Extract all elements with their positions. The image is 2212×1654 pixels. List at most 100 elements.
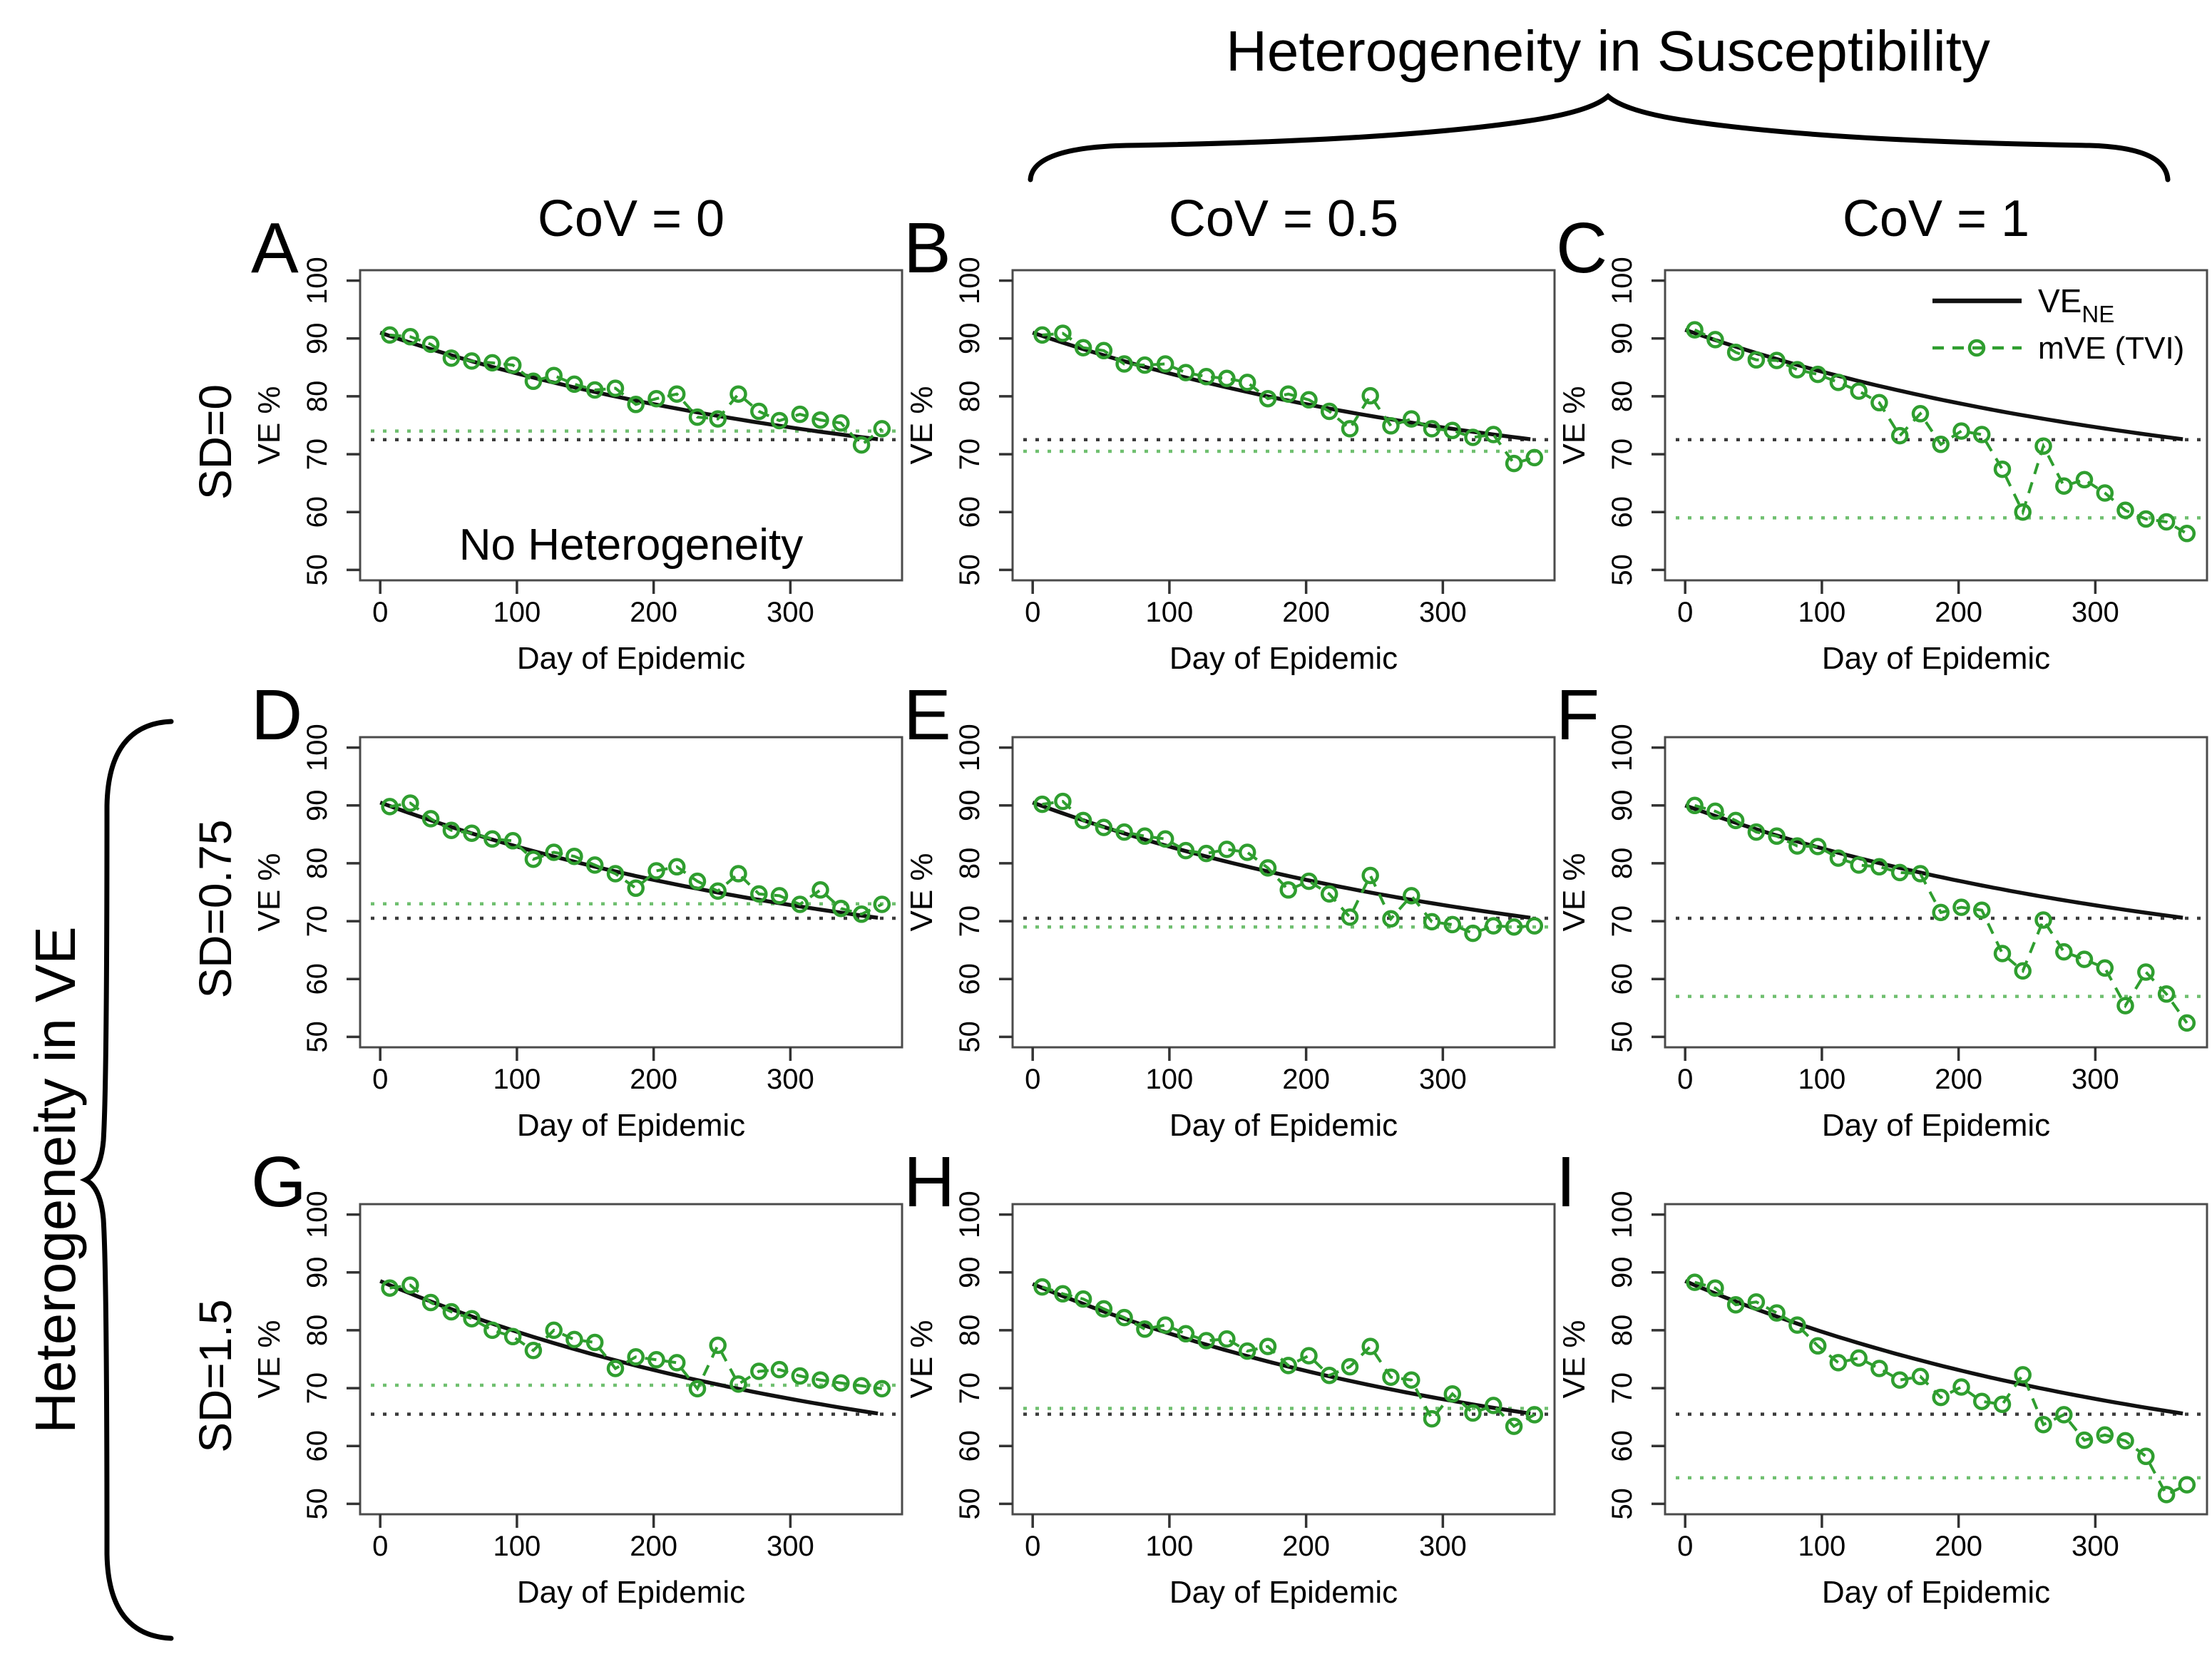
mve-point bbox=[667, 1354, 686, 1372]
mve-point bbox=[1443, 1385, 1462, 1403]
mve-point bbox=[1747, 1293, 1766, 1311]
legend-mve-sample-marker bbox=[1967, 339, 1986, 357]
mve-point bbox=[1768, 827, 1786, 846]
mve-point bbox=[1932, 903, 1950, 922]
y-tick-label: 60 bbox=[302, 496, 333, 528]
mve-point bbox=[1197, 368, 1215, 386]
mve-point bbox=[2075, 1431, 2094, 1449]
x-tick-label: 100 bbox=[1798, 1531, 1846, 1562]
y-axis-title: VE % bbox=[252, 386, 287, 464]
x-tick-label: 300 bbox=[1419, 597, 1467, 628]
y-tick-label: 70 bbox=[302, 438, 333, 471]
mve-point bbox=[1788, 361, 1806, 379]
mve-point bbox=[2178, 1014, 2196, 1032]
y-axis-title: VE % bbox=[904, 853, 939, 931]
mve-point bbox=[750, 402, 768, 421]
mve-point bbox=[1829, 374, 1848, 391]
x-tick-label: 100 bbox=[1798, 1064, 1846, 1095]
mve-point bbox=[1829, 849, 1848, 867]
x-tick-label: 100 bbox=[1146, 597, 1194, 628]
x-tick-label: 200 bbox=[1282, 597, 1330, 628]
legend-ve-ne-label: VENE bbox=[2038, 282, 2114, 327]
mve-point bbox=[729, 865, 747, 883]
mve-point bbox=[2014, 1366, 2032, 1384]
mve-point bbox=[1850, 856, 1868, 874]
mve-line bbox=[1694, 1280, 2188, 1497]
mve-point bbox=[1218, 841, 1236, 858]
mve-point bbox=[1505, 918, 1523, 936]
mve-point bbox=[688, 872, 707, 890]
y-tick-label: 60 bbox=[954, 963, 985, 995]
y-tick-label: 100 bbox=[954, 724, 985, 771]
mve-point bbox=[729, 1375, 747, 1393]
mve-point bbox=[1525, 1406, 1544, 1424]
mve-point bbox=[2034, 1415, 2052, 1434]
x-tick-label: 200 bbox=[630, 1064, 677, 1095]
mve-point bbox=[1726, 343, 1745, 361]
mve-point bbox=[1259, 1337, 1277, 1355]
y-tick-label: 70 bbox=[954, 1372, 985, 1404]
mve-point bbox=[524, 372, 543, 391]
y-axis-title: VE % bbox=[904, 386, 939, 464]
mve-point bbox=[1341, 908, 1359, 926]
y-tick-label: 100 bbox=[302, 1191, 333, 1238]
mve-point bbox=[503, 1327, 522, 1346]
mve-point bbox=[811, 1371, 829, 1389]
panel-I: 50 60 70 80 90 100 0 100 200 300 Day of Epidemic VE… bbox=[1557, 1191, 2208, 1610]
mve-point bbox=[1054, 1285, 1072, 1303]
mve-point bbox=[1197, 1332, 1215, 1350]
panel-letter-A: A bbox=[251, 208, 299, 288]
x-axis-title: Day of Epidemic bbox=[1169, 1575, 1398, 1610]
y-tick-label: 60 bbox=[1607, 963, 1638, 995]
mve-point bbox=[1218, 369, 1236, 388]
mve-point bbox=[832, 1374, 850, 1392]
plot-box bbox=[359, 1203, 903, 1516]
mve-line bbox=[389, 1283, 883, 1392]
panel-H: 50 60 70 80 90 100 0 100 200 300 Day of Epidemic VE… bbox=[904, 1191, 1556, 1610]
mve-point bbox=[1464, 1404, 1482, 1422]
mve-point bbox=[1095, 341, 1113, 360]
mve-point bbox=[688, 408, 707, 426]
y-tick-label: 50 bbox=[1607, 1488, 1638, 1520]
mve-point bbox=[1156, 355, 1174, 373]
mve-point bbox=[647, 389, 665, 408]
ve-ne-curve bbox=[1684, 328, 2183, 441]
column-title-cov0: CoV = 0 bbox=[537, 190, 725, 247]
mve-point bbox=[852, 905, 871, 923]
mve-line bbox=[389, 801, 883, 916]
y-axis-title: VE % bbox=[904, 1320, 939, 1398]
mve-point bbox=[1320, 402, 1338, 421]
x-tick-label: 0 bbox=[372, 597, 388, 628]
mve-point bbox=[1136, 356, 1154, 374]
mve-point bbox=[1033, 795, 1051, 813]
x-tick-label: 300 bbox=[1419, 1064, 1467, 1095]
mve-point bbox=[2116, 997, 2134, 1015]
mve-point bbox=[729, 385, 747, 403]
mve-point bbox=[2157, 1486, 2176, 1504]
mve-point bbox=[1686, 796, 1704, 815]
mve-point bbox=[1485, 917, 1502, 935]
y-tick-label: 60 bbox=[954, 1430, 985, 1462]
mve-point bbox=[2055, 942, 2073, 961]
mve-point bbox=[1115, 1308, 1133, 1327]
mve-point bbox=[463, 1310, 481, 1327]
x-tick-label: 300 bbox=[767, 1064, 814, 1095]
mve-point bbox=[1361, 386, 1379, 405]
y-tick-label: 60 bbox=[1607, 1430, 1638, 1462]
ve-ne-curve bbox=[379, 1279, 879, 1416]
plot-box bbox=[1011, 736, 1556, 1049]
ve-ne-curve bbox=[379, 330, 879, 441]
x-axis-title: Day of Epidemic bbox=[1822, 1575, 2050, 1610]
x-tick-label: 300 bbox=[2072, 597, 2119, 628]
y-tick-label: 70 bbox=[954, 438, 985, 471]
mve-point bbox=[1485, 426, 1502, 443]
mve-point bbox=[1115, 823, 1133, 841]
x-tick-label: 100 bbox=[493, 1531, 541, 1562]
plot-box bbox=[1011, 1203, 1556, 1516]
ve-ne-curve bbox=[1684, 803, 2183, 920]
mve-point bbox=[1218, 1330, 1236, 1348]
mve-point bbox=[1911, 865, 1930, 883]
x-tick-label: 0 bbox=[1025, 1064, 1040, 1095]
mve-point bbox=[1505, 1417, 1523, 1435]
mve-point bbox=[1074, 339, 1092, 356]
